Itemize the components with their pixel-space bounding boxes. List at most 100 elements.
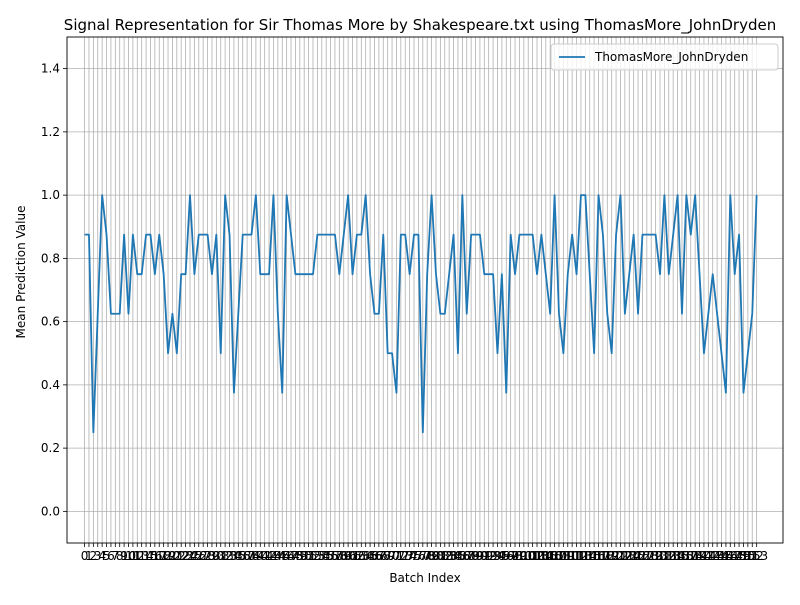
x-tick-label: 38 <box>244 549 259 563</box>
x-tick-label: 148 <box>723 549 746 563</box>
x-tick-label: 54 <box>314 549 329 563</box>
x-tick-label: 82 <box>437 549 452 563</box>
x-tick-label: 40 <box>253 549 268 563</box>
x-tick-label: 53 <box>310 549 325 563</box>
x-tick-label: 32 <box>217 549 232 563</box>
x-tick-label: 74 <box>402 549 417 563</box>
x-tick-label: 55 <box>319 549 334 563</box>
x-tick-label: 6 <box>107 549 115 563</box>
x-tick-label: 15 <box>143 549 158 563</box>
x-tick-label: 100 <box>512 549 535 563</box>
x-tick-label: 127 <box>631 549 654 563</box>
x-tick-label: 136 <box>671 549 694 563</box>
series-line <box>84 194 758 434</box>
x-tick-label: 26 <box>191 549 206 563</box>
x-tick-label: 122 <box>609 549 632 563</box>
x-tick-label: 133 <box>657 549 680 563</box>
x-tick-label: 46 <box>279 549 294 563</box>
x-tick-label: 106 <box>539 549 562 563</box>
series-layer <box>84 194 758 434</box>
x-tick-label: 99 <box>512 549 527 563</box>
x-tick-label: 12 <box>130 549 145 563</box>
x-tick-label: 63 <box>354 549 369 563</box>
x-tick-label: 105 <box>534 549 557 563</box>
x-tick-label: 42 <box>261 549 276 563</box>
x-tick-label: 75 <box>406 549 421 563</box>
x-tick-label: 143 <box>701 549 724 563</box>
chart-title: Signal Representation for Sir Thomas Mor… <box>64 16 776 35</box>
x-tick-label: 125 <box>622 549 645 563</box>
x-tick-label: 33 <box>222 549 237 563</box>
x-tick-label: 150 <box>732 549 755 563</box>
x-tick-label: 60 <box>340 549 355 563</box>
x-tick-label: 67 <box>371 549 386 563</box>
x-tick-label: 30 <box>209 549 224 563</box>
x-tick-label: 34 <box>226 549 241 563</box>
x-tick-label: 80 <box>428 549 443 563</box>
x-tick-label: 45 <box>275 549 290 563</box>
x-tick-label: 141 <box>692 549 715 563</box>
x-tick-label: 18 <box>156 549 171 563</box>
y-tick-label: 0.8 <box>41 251 60 265</box>
x-tick-label: 70 <box>384 549 399 563</box>
y-tick-label: 0.6 <box>41 315 60 329</box>
x-tick-label: 115 <box>578 549 601 563</box>
x-tick-label: 92 <box>481 549 496 563</box>
x-axis-label: Batch Index <box>389 571 460 585</box>
x-tick-label: 36 <box>235 549 250 563</box>
x-tick-label: 102 <box>521 549 544 563</box>
x-tick-label: 91 <box>477 549 492 563</box>
x-tick-label: 153 <box>745 549 768 563</box>
x-tick-label: 0 <box>81 549 89 563</box>
x-tick-label: 49 <box>292 549 307 563</box>
x-tick-label: 44 <box>270 549 285 563</box>
x-tick-label: 126 <box>627 549 650 563</box>
x-tick-label: 37 <box>239 549 254 563</box>
x-tick-label: 79 <box>424 549 439 563</box>
x-tick-label: 20 <box>165 549 180 563</box>
x-tick-label: 11 <box>125 549 140 563</box>
x-tick-label: 97 <box>503 549 518 563</box>
x-tick-label: 8 <box>116 549 124 563</box>
x-tick-label: 103 <box>526 549 549 563</box>
y-tick-label: 0.2 <box>41 441 60 455</box>
x-tick-label: 123 <box>613 549 636 563</box>
x-tick-label: 64 <box>358 549 373 563</box>
legend-box <box>550 43 779 71</box>
x-tick-label: 142 <box>697 549 720 563</box>
x-tick-label: 31 <box>213 549 228 563</box>
x-tick-label: 61 <box>345 549 360 563</box>
x-tick-label: 117 <box>587 549 610 563</box>
x-tick-label: 90 <box>472 549 487 563</box>
x-tick-label: 62 <box>349 549 364 563</box>
x-tick-label: 96 <box>499 549 514 563</box>
x-tick-label: 24 <box>182 549 197 563</box>
ticks-layer: 0.00.20.40.60.81.01.21.40123456789101112… <box>41 62 768 563</box>
x-tick-label: 88 <box>463 549 478 563</box>
y-tick-label: 1.0 <box>41 188 60 202</box>
x-tick-label: 132 <box>653 549 676 563</box>
x-tick-label: 77 <box>415 549 430 563</box>
x-tick-label: 69 <box>380 549 395 563</box>
x-tick-label: 29 <box>204 549 219 563</box>
x-tick-label: 93 <box>485 549 500 563</box>
x-tick-label: 140 <box>688 549 711 563</box>
legend-label: ThomasMore_JohnDryden <box>594 50 748 64</box>
x-tick-label: 47 <box>283 549 298 563</box>
x-tick-label: 4 <box>98 549 106 563</box>
x-tick-label: 108 <box>548 549 571 563</box>
x-tick-label: 98 <box>507 549 522 563</box>
x-tick-label: 113 <box>569 549 592 563</box>
x-tick-label: 28 <box>200 549 215 563</box>
x-tick-label: 109 <box>552 549 575 563</box>
x-tick-label: 19 <box>160 549 175 563</box>
x-tick-label: 112 <box>565 549 588 563</box>
x-tick-label: 68 <box>376 549 391 563</box>
x-tick-label: 16 <box>147 549 162 563</box>
x-tick-label: 59 <box>336 549 351 563</box>
x-tick-label: 94 <box>490 549 505 563</box>
x-tick-label: 111 <box>561 549 584 563</box>
x-tick-label: 35 <box>231 549 246 563</box>
x-tick-label: 22 <box>174 549 189 563</box>
